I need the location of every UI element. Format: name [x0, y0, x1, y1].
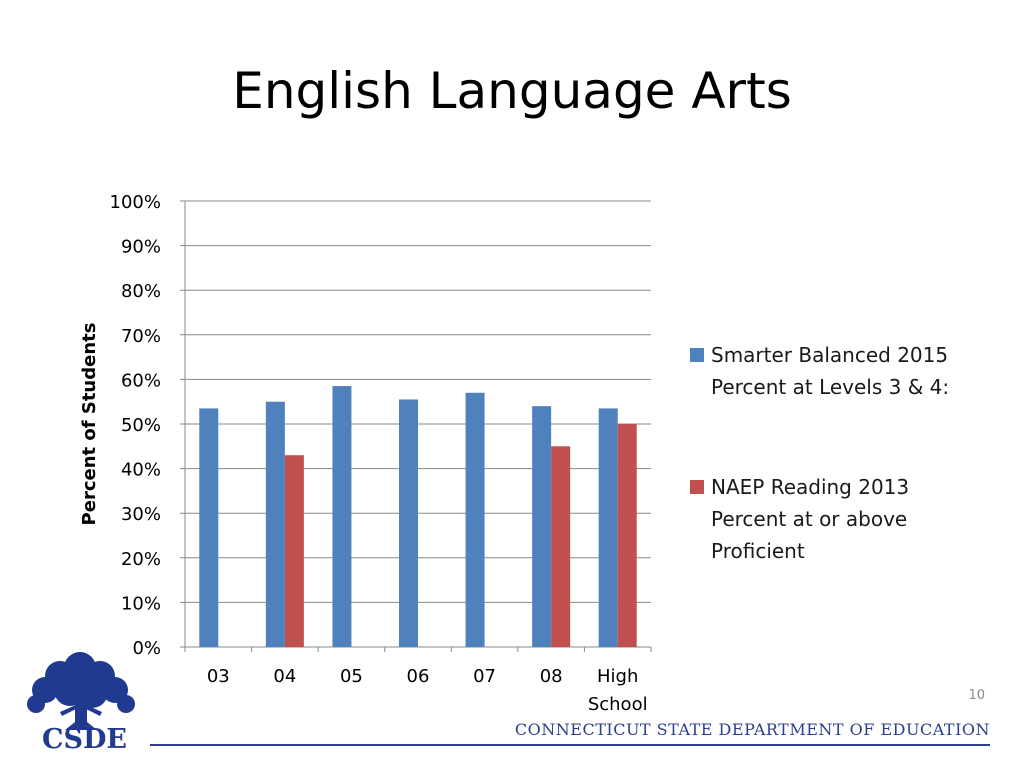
y-tick-label: 0%	[132, 638, 161, 659]
legend-swatch-naep-reading	[690, 480, 704, 494]
y-tick-label: 50%	[121, 415, 161, 436]
x-tick-label: 05	[340, 666, 363, 687]
legend-label-line: Smarter Balanced 2015	[711, 343, 949, 367]
x-tick-label: School	[588, 694, 648, 715]
y-tick-label: 40%	[121, 460, 161, 481]
bar-series-2-04	[284, 455, 304, 647]
bar-series-1-high-school	[598, 408, 618, 647]
x-tick-label: High	[597, 666, 638, 687]
y-tick-label: 10%	[121, 593, 161, 614]
legend-naep: NAEP Reading 2013 Percent at or above Pr…	[690, 471, 990, 567]
y-tick-label: 30%	[121, 504, 161, 525]
oak-tree-icon: CSDE	[27, 652, 135, 755]
legend: Smarter Balanced 2015 Percent at Levels …	[690, 339, 990, 403]
legend-label-line: Percent at or above	[711, 507, 908, 531]
x-tick-label: 08	[540, 666, 563, 687]
legend-item-naep-reading: NAEP Reading 2013 Percent at or above Pr…	[690, 471, 990, 567]
legend-item-smarter-balanced: Smarter Balanced 2015 Percent at Levels …	[690, 339, 990, 403]
legend-label-line: Proficient	[711, 539, 805, 563]
x-tick-label: 07	[473, 666, 496, 687]
logo-text: CSDE	[42, 724, 127, 752]
x-tick-label: 03	[207, 666, 230, 687]
y-axis-label: Percent of Students	[79, 323, 100, 526]
bar-series-1-06	[399, 399, 418, 647]
bar-series-1-07	[465, 392, 485, 647]
y-tick-label: 80%	[121, 281, 161, 302]
footer-department-name: CONNECTICUT STATE DEPARTMENT OF EDUCATIO…	[514, 720, 990, 739]
y-tick-label: 20%	[121, 549, 161, 570]
legend-label-line: Percent at Levels 3 & 4:	[711, 375, 950, 399]
bar-series-2-high-school	[617, 424, 637, 647]
y-tick-label: 60%	[121, 370, 161, 391]
footer-divider	[150, 744, 990, 746]
x-tick-label: 06	[407, 666, 430, 687]
x-tick-label: 04	[273, 666, 296, 687]
y-tick-label: 70%	[121, 326, 161, 347]
bar-series-1-03	[199, 408, 219, 647]
slide-title: English Language Arts	[232, 62, 792, 120]
bar-series-2-08	[551, 446, 571, 647]
bar-series-1-08	[532, 406, 552, 647]
legend-label-line: NAEP Reading 2013	[711, 475, 910, 499]
bar-series-1-04	[265, 401, 285, 647]
y-tick-label: 100%	[110, 192, 161, 213]
legend-swatch-smarter-balanced	[690, 348, 704, 362]
page-number: 10	[968, 688, 985, 703]
csde-logo: CSDE	[20, 648, 150, 755]
y-tick-label: 90%	[121, 237, 161, 258]
bar-series-1-05	[332, 386, 352, 647]
